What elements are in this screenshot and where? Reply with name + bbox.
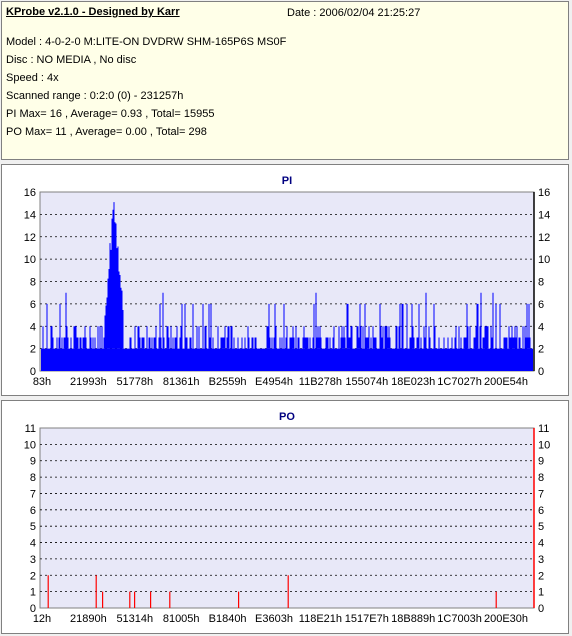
pi-baseline-fill bbox=[41, 348, 533, 371]
app-title: KProbe v2.1.0 - Designed by Karr bbox=[6, 6, 180, 18]
x-tick-label: 200E54h bbox=[484, 376, 528, 388]
scan-date: Date : 2006/02/04 21:25:27 bbox=[287, 7, 421, 19]
x-tick-label: 1C7003h bbox=[437, 613, 482, 625]
y-tick-label-left: 9 bbox=[30, 456, 36, 468]
pi-summary-line: PI Max= 16 , Average= 0.93 , Total= 1595… bbox=[6, 108, 215, 120]
y-tick-label-left: 2 bbox=[30, 570, 36, 582]
x-tick-label: 200E30h bbox=[484, 613, 528, 625]
y-tick-label-right: 7 bbox=[538, 488, 544, 500]
x-tick-label: 1517E7h bbox=[345, 613, 389, 625]
y-tick-label-right: 2 bbox=[538, 570, 544, 582]
x-tick-label: 18E023h bbox=[391, 376, 435, 388]
y-tick-label-left: 14 bbox=[24, 209, 36, 221]
disc-line: Disc : NO MEDIA , No disc bbox=[6, 54, 137, 66]
y-tick-label-left: 16 bbox=[24, 187, 36, 199]
pi-chart-panel: PI 0 0 2 2 4 4 6 6 8 8 10 10 12 12 14 14 16 16 83h 21993h 517… bbox=[1, 164, 569, 396]
x-tick-label: B2559h bbox=[209, 376, 247, 388]
y-tick-label-right: 9 bbox=[538, 456, 544, 468]
y-tick-label-left: 8 bbox=[30, 277, 36, 289]
y-tick-label-right: 10 bbox=[538, 439, 550, 451]
x-tick-label: 51314h bbox=[116, 613, 153, 625]
y-tick-label-right: 10 bbox=[538, 254, 550, 266]
y-tick-label-left: 5 bbox=[30, 521, 36, 533]
po-series bbox=[47, 575, 497, 608]
y-tick-label-left: 6 bbox=[30, 299, 36, 311]
y-tick-label-right: 6 bbox=[538, 299, 544, 311]
x-tick-label: 81361h bbox=[163, 376, 200, 388]
info-panel: KProbe v2.1.0 - Designed by Karr Date : … bbox=[1, 1, 569, 160]
y-tick-label-left: 10 bbox=[24, 254, 36, 266]
y-tick-label-left: 4 bbox=[30, 321, 36, 333]
y-tick-label-right: 4 bbox=[538, 321, 544, 333]
x-tick-label: 155074h bbox=[345, 376, 388, 388]
x-tick-label: B1840h bbox=[209, 613, 247, 625]
y-tick-label-right: 3 bbox=[538, 554, 544, 566]
y-tick-label-left: 7 bbox=[30, 488, 36, 500]
y-tick-label-right: 0 bbox=[538, 366, 544, 378]
po-summary-line: PO Max= 11 , Average= 0.00 , Total= 298 bbox=[6, 126, 207, 138]
x-tick-label: E3603h bbox=[255, 613, 293, 625]
x-tick-label: 1C7027h bbox=[437, 376, 482, 388]
y-tick-label-left: 0 bbox=[30, 366, 36, 378]
y-tick-label-right: 6 bbox=[538, 505, 544, 517]
speed-line: Speed : 4x bbox=[6, 72, 59, 84]
x-tick-label: 18B889h bbox=[391, 613, 435, 625]
pi-series bbox=[41, 202, 533, 371]
y-tick-label-right: 8 bbox=[538, 277, 544, 289]
y-tick-label-left: 1 bbox=[30, 587, 36, 599]
y-tick-label-right: 11 bbox=[538, 423, 549, 435]
y-tick-label-left: 2 bbox=[30, 344, 36, 356]
y-tick-label-right: 2 bbox=[538, 344, 544, 356]
y-tick-label-left: 10 bbox=[24, 439, 36, 451]
x-tick-label: 11B278h bbox=[299, 376, 342, 388]
y-tick-label-left: 4 bbox=[30, 538, 36, 550]
x-tick-label: E4954h bbox=[255, 376, 293, 388]
x-tick-label: 83h bbox=[33, 376, 51, 388]
y-tick-label-right: 8 bbox=[538, 472, 544, 484]
y-tick-label-right: 4 bbox=[538, 538, 544, 550]
scanned-range-line: Scanned range : 0:2:0 (0) - 231257h bbox=[6, 90, 184, 102]
po-chart-panel: PO 0 0 1 1 2 2 3 3 4 4 5 5 6 6 7 7 8 8 9 9 10 10 11 11 12h 21890h 5… bbox=[1, 400, 569, 634]
y-tick-label-left: 3 bbox=[30, 554, 36, 566]
x-tick-label: 21890h bbox=[70, 613, 107, 625]
chart-title: PO bbox=[279, 411, 295, 423]
y-tick-label-left: 11 bbox=[25, 423, 36, 435]
y-tick-label-right: 16 bbox=[538, 187, 550, 199]
y-tick-label-left: 0 bbox=[30, 603, 36, 615]
y-tick-label-right: 12 bbox=[538, 232, 550, 244]
x-tick-label: 51778h bbox=[116, 376, 153, 388]
y-tick-label-right: 5 bbox=[538, 521, 544, 533]
plot-area bbox=[39, 427, 535, 609]
y-tick-label-right: 1 bbox=[538, 587, 544, 599]
pi-chart: PI 0 0 2 2 4 4 6 6 8 8 10 10 12 12 14 14 16 16 83h 21993h 517… bbox=[24, 175, 551, 388]
y-tick-label-right: 0 bbox=[538, 603, 544, 615]
y-tick-label-left: 12 bbox=[24, 232, 36, 244]
x-tick-label: 81005h bbox=[163, 613, 200, 625]
y-tick-label-right: 14 bbox=[538, 209, 550, 221]
x-tick-label: 118E21h bbox=[299, 613, 342, 625]
y-tick-label-left: 6 bbox=[30, 505, 36, 517]
model-line: Model : 4-0-2-0 M:LITE-ON DVDRW SHM-165P… bbox=[6, 36, 287, 48]
x-tick-label: 12h bbox=[33, 613, 51, 625]
x-tick-label: 21993h bbox=[70, 376, 107, 388]
y-tick-label-left: 8 bbox=[30, 472, 36, 484]
chart-title: PI bbox=[282, 175, 292, 187]
